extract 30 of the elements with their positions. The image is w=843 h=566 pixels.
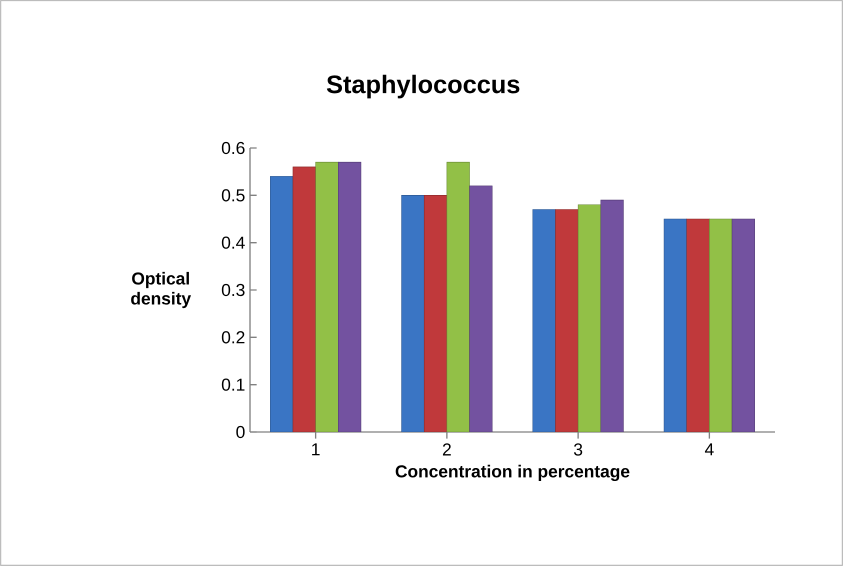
bar: [686, 218, 710, 432]
y-tick-label: 0.1: [222, 378, 244, 391]
bar: [532, 209, 556, 432]
bar: [709, 218, 732, 432]
y-tick-label: 0: [236, 426, 245, 438]
y-tick-label: 0.6: [222, 142, 245, 154]
x-axis-title: Concentration in percentage: [396, 464, 630, 482]
bar: [270, 176, 294, 432]
bar: [600, 200, 624, 432]
x-tick-label: 2: [442, 443, 451, 456]
bar: [555, 209, 578, 432]
bar: [292, 166, 316, 432]
y-tick-label: 0.4: [222, 236, 245, 249]
y-tick-label: 0.5: [222, 189, 245, 202]
bar: [424, 195, 448, 432]
chart-title: Staphylococcus: [326, 74, 520, 98]
y-tick-label: 0.2: [222, 331, 244, 344]
bar: [732, 218, 755, 432]
bar: [469, 186, 492, 432]
bar: [446, 162, 470, 432]
bar: [578, 204, 602, 432]
bar: [401, 195, 424, 432]
y-tick-label: 0.3: [222, 284, 245, 296]
bar: [338, 162, 362, 432]
x-tick-label: 4: [704, 443, 714, 456]
x-tick-label: 1: [312, 443, 320, 456]
y-axis-title: Optical density: [131, 272, 192, 308]
bar: [664, 218, 687, 432]
x-tick-label: 3: [574, 443, 582, 456]
bar: [315, 162, 339, 432]
